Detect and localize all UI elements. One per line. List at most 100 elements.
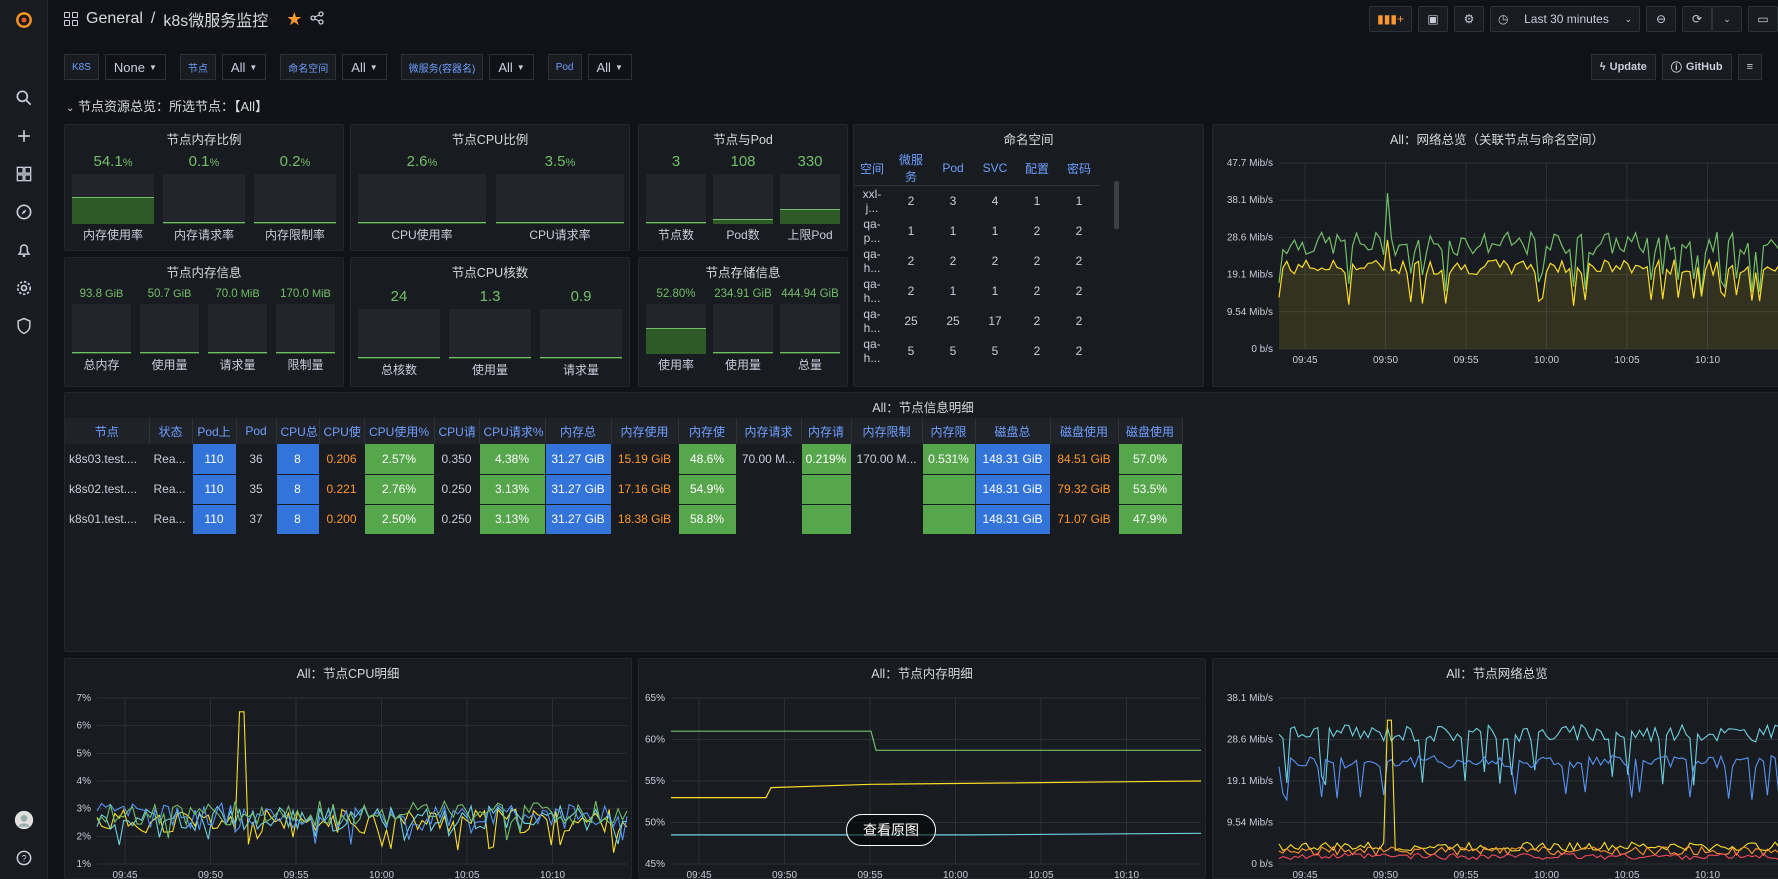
y-tick-label: 1%	[77, 859, 92, 870]
breadcrumb-folder[interactable]: General	[86, 10, 143, 27]
column-header[interactable]: 配置	[1016, 151, 1058, 186]
zoom-out-button[interactable]: ⊖	[1646, 6, 1676, 32]
update-link[interactable]: ϟ Update	[1590, 54, 1656, 80]
table-row: qa-h... 5 5 5 2 2	[854, 336, 1100, 366]
table-cell: 1	[1033, 193, 1041, 208]
settings-button[interactable]: ⚙	[1454, 6, 1484, 32]
table-cell: 110	[192, 444, 237, 475]
column-header[interactable]: CPU使用%	[364, 418, 435, 444]
column-header[interactable]: Pod上	[192, 418, 237, 444]
table-cell: 31.27 GiB	[545, 474, 612, 505]
stat-number: 0.2	[279, 153, 301, 170]
y-tick-label: 0 b/s	[1251, 859, 1273, 870]
column-header[interactable]: 状态	[149, 418, 193, 444]
tv-mode-button[interactable]: ▭	[1748, 6, 1778, 32]
table-cell: 2.50%	[364, 504, 435, 535]
stat-mem_ratio-2: 0.2% 内存限制率	[254, 153, 336, 243]
table-cell: 0.531%	[922, 444, 976, 475]
column-header[interactable]: CPU请	[434, 418, 480, 444]
menu-button[interactable]: ≡	[1737, 54, 1762, 80]
namespace-table: 空间 微服务 Pod SVC 配置 密码 xxl-j... 2 3 4 1 1 qa-p... 1 1 1 2…	[854, 151, 1100, 366]
column-header[interactable]: 内存使	[678, 418, 737, 444]
column-header[interactable]: 内存请	[801, 418, 852, 444]
column-header[interactable]: 内存总	[545, 418, 612, 444]
net-detail-chart: 38.1 Mib/s 28.6 Mib/s 19.1 Mib/s 9.54 Mib/s…	[1227, 693, 1778, 879]
dashboards-icon[interactable]	[12, 162, 36, 186]
stat-storage-1: 234.91 GiB 使用量	[713, 288, 773, 373]
star-icon[interactable]: ★	[286, 8, 303, 29]
table-cell	[736, 474, 802, 505]
avatar[interactable]	[12, 808, 36, 832]
stat-bar-fill	[780, 352, 840, 354]
stat-number: 0.1	[188, 153, 210, 170]
column-header[interactable]: CPU使	[319, 418, 365, 444]
column-header[interactable]: 内存限	[922, 418, 976, 444]
column-header[interactable]: 磁盘总	[975, 418, 1051, 444]
chevron-down-icon: ▼	[369, 62, 378, 72]
column-header[interactable]: SVC	[974, 151, 1016, 186]
column-header[interactable]: Pod	[236, 418, 277, 444]
var-select-k8s[interactable]: None ▼	[104, 54, 166, 80]
var-label-k8s: K8S	[64, 54, 99, 80]
stat-bar	[358, 309, 440, 359]
share-icon[interactable]	[310, 10, 325, 28]
dashboard-title[interactable]: k8s微服务监控	[163, 13, 269, 30]
stat-value: 50.7 GiB	[140, 288, 199, 300]
grafana-logo-icon[interactable]	[12, 8, 36, 32]
row-title[interactable]: ⌄ 节点资源总览：所选节点：【All】	[66, 96, 268, 115]
column-header[interactable]: Pod	[932, 151, 974, 186]
column-header[interactable]: CPU总	[276, 418, 320, 444]
var-value: None	[113, 59, 145, 75]
shield-icon[interactable]	[12, 314, 36, 338]
table-scrollbar[interactable]	[1114, 181, 1119, 229]
table-cell: k8s03.test....	[65, 444, 150, 475]
view-original-button[interactable]: 查看原图	[846, 814, 936, 846]
var-select-container[interactable]: All ▼	[489, 54, 534, 80]
table-cell: Rea...	[149, 444, 193, 475]
save-button[interactable]: ▣	[1418, 6, 1448, 32]
bell-icon[interactable]	[12, 238, 36, 262]
github-link[interactable]: ⓘ GitHub	[1661, 54, 1732, 80]
stat-storage-2: 444.94 GiB 总量	[780, 288, 840, 373]
column-header[interactable]: 微服务	[890, 151, 932, 186]
column-header[interactable]: 磁盘使用	[1118, 418, 1183, 444]
table-cell	[801, 474, 852, 505]
stat-cpu_cores-0: 24 总核数	[358, 288, 440, 378]
var-select-namespace[interactable]: All ▼	[342, 54, 387, 80]
search-icon[interactable]	[12, 86, 36, 110]
column-header[interactable]: 内存限制	[851, 418, 923, 444]
explore-icon[interactable]	[12, 200, 36, 224]
x-tick-label: 09:50	[1373, 870, 1398, 879]
table-cell: 36	[236, 444, 277, 475]
column-header[interactable]: 内存请求	[736, 418, 802, 444]
add-panel-button[interactable]: ▮▮▮+	[1369, 6, 1412, 32]
column-header[interactable]: 空间	[854, 151, 890, 186]
table-header-row: 空间 微服务 Pod SVC 配置 密码	[854, 151, 1100, 186]
column-header[interactable]: 内存使用	[611, 418, 679, 444]
table-cell: 54.9%	[678, 474, 737, 505]
var-select-node[interactable]: All ▼	[221, 54, 267, 80]
column-header[interactable]: 密码	[1058, 151, 1100, 186]
refresh-interval-dropdown[interactable]: ⌄	[1712, 6, 1742, 32]
refresh-button[interactable]: ⟳	[1682, 6, 1712, 32]
y-tick-label: 60%	[645, 735, 665, 746]
table-cell: qa-h...	[863, 306, 881, 335]
stat-label: 使用率	[657, 358, 694, 372]
stat-number: 1.3	[479, 288, 501, 305]
table-cell: 2	[1075, 283, 1083, 298]
column-header[interactable]: 节点	[65, 418, 150, 444]
column-header[interactable]: CPU请求%	[479, 418, 546, 444]
stat-node_pod-1: 108 Pod数	[713, 153, 773, 243]
gear-icon[interactable]	[12, 276, 36, 300]
table-cell: 8	[276, 504, 320, 535]
table-cell: Rea...	[149, 504, 193, 535]
cpu-series-line	[96, 804, 628, 846]
var-select-pod[interactable]: All ▼	[587, 54, 632, 80]
stat-bar-fill	[140, 352, 199, 354]
stat-label: 请求量	[219, 358, 256, 372]
column-header[interactable]: 磁盘使用	[1050, 418, 1119, 444]
hamburger-icon: ≡	[1746, 61, 1753, 73]
time-picker[interactable]: ◷ Last 30 minutes ⌄	[1490, 6, 1640, 32]
plus-icon[interactable]	[12, 124, 36, 148]
help-icon[interactable]: ?	[12, 846, 36, 870]
